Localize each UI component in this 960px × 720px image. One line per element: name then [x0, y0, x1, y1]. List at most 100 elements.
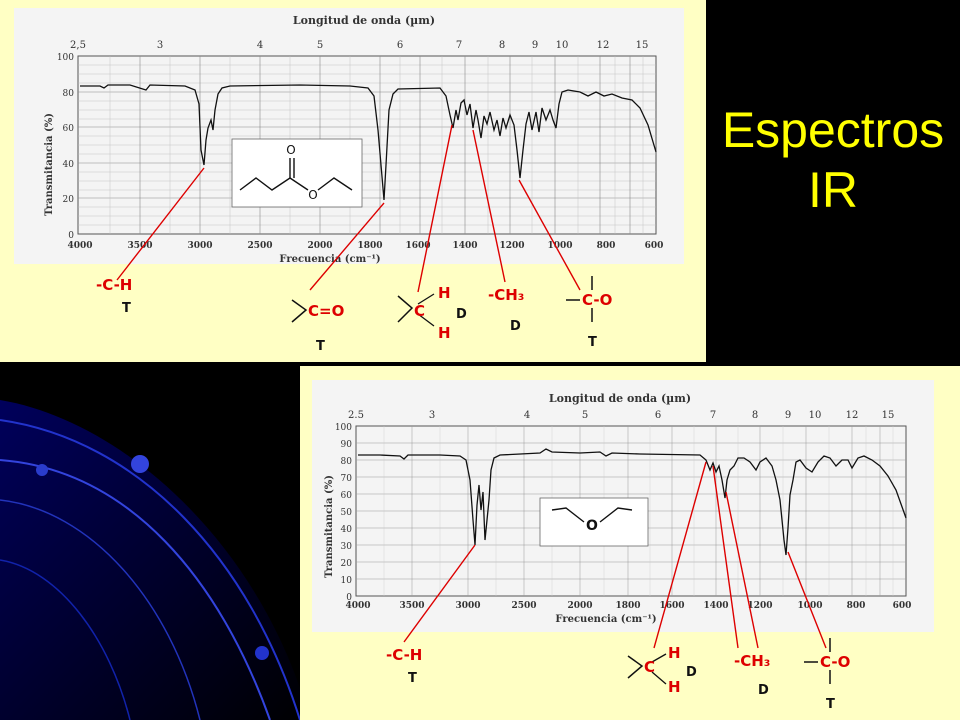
label-ch2-h2: H: [668, 678, 681, 696]
label-ch2-strength: D: [456, 307, 467, 322]
wl-tick: 4: [524, 410, 530, 421]
label-ch2-c: C: [414, 302, 425, 320]
wl-tick: 6: [397, 40, 403, 51]
label-ch3: -CH₃: [488, 286, 524, 304]
y-tick: 80: [63, 89, 75, 99]
label-ch3-strength: D: [510, 319, 521, 334]
dot: [255, 646, 269, 660]
freq-tick: 1200: [747, 601, 772, 611]
top-grid: [77, 55, 657, 235]
wl-tick: 9: [532, 40, 538, 51]
wl-tick: 10: [809, 410, 822, 421]
bottom-spectrum-trace: [358, 448, 907, 556]
label-carbonyl: C=O: [308, 302, 344, 320]
top-molecule-atom: O: [286, 143, 295, 157]
top-molecule-atom: O: [308, 188, 317, 202]
wl-tick: 15: [636, 40, 649, 51]
top-molecule-structure: [239, 158, 353, 191]
top-wavelength-header: Longitud de onda (µm): [293, 14, 435, 27]
bottom-x-label: Frecuencia (cm⁻¹): [555, 614, 656, 625]
y-tick: 10: [341, 576, 353, 586]
wl-tick: 12: [846, 410, 859, 421]
freq-tick: 1200: [499, 241, 524, 251]
label-ch2-h1: H: [668, 644, 681, 662]
top-annotation-lines: [116, 124, 581, 293]
freq-tick: 4000: [67, 241, 92, 251]
wl-tick: 5: [317, 40, 323, 51]
freq-tick: 800: [597, 241, 616, 251]
bottom-group-labels: -C-H T H C H D -CH₃ D C-O T: [386, 638, 850, 712]
top-x-label: Frecuencia (cm⁻¹): [279, 254, 380, 265]
y-tick: 100: [57, 53, 74, 63]
freq-tick: 3000: [455, 601, 480, 611]
arc-line: [0, 559, 131, 720]
top-freq-ticks: 4000 3500 3000 2500 2000 1800 1600 1400 …: [67, 241, 663, 251]
wl-tick: 3: [429, 410, 435, 421]
label-ch3: -CH₃: [734, 652, 770, 670]
freq-tick: 3000: [187, 241, 212, 251]
arc-line: [0, 419, 301, 720]
dot: [36, 464, 48, 476]
label-co-strength: T: [588, 335, 597, 350]
label-ch-strength: T: [122, 301, 131, 316]
wl-tick: 6: [655, 410, 661, 421]
freq-tick: 600: [645, 241, 664, 251]
bottom-wavelength-ticks: 2.5 3 4 5 6 7 8 9 10 12 15: [348, 410, 894, 421]
freq-tick: 1600: [405, 241, 430, 251]
y-tick: 20: [63, 195, 75, 205]
top-group-labels: -C-H T C=O T H C H D -CH₃ D C-O T: [96, 276, 612, 354]
y-tick: 40: [63, 160, 75, 170]
top-wavelength-ticks: 2,5 3 4 5 6 7 8 9 10 12 15: [70, 40, 648, 51]
freq-tick: 4000: [345, 601, 370, 611]
title-line-2: IR: [808, 162, 858, 218]
label-ch2-h2: H: [438, 324, 451, 342]
freq-tick: 1400: [452, 241, 477, 251]
y-tick: 60: [341, 491, 353, 501]
freq-tick: 2500: [511, 601, 536, 611]
y-tick: 90: [341, 440, 353, 450]
label-carbonyl-strength: T: [316, 339, 325, 354]
wl-tick: 8: [499, 40, 505, 51]
freq-tick: 1600: [659, 601, 684, 611]
label-co-strength: T: [826, 697, 835, 712]
background-decoration: [0, 360, 310, 720]
dot: [131, 455, 149, 473]
bottom-wavelength-header: Longitud de onda (µm): [549, 392, 691, 405]
y-tick: 80: [341, 457, 353, 467]
wl-tick: 7: [456, 40, 462, 51]
freq-tick: 3500: [399, 601, 424, 611]
y-tick: 30: [341, 542, 353, 552]
bottom-molecule-structure: [551, 507, 633, 523]
arc-line: [0, 499, 201, 720]
slide-title: Espectros IR: [706, 100, 960, 220]
y-tick: 20: [341, 559, 353, 569]
y-tick: 50: [341, 508, 353, 518]
y-tick: 60: [63, 124, 75, 134]
wl-tick: 12: [597, 40, 610, 51]
wl-tick: 9: [785, 410, 791, 421]
bottom-molecule-box: [539, 497, 649, 547]
label-ch: -C-H: [96, 276, 132, 294]
title-line-1: Espectros: [721, 102, 945, 158]
top-spectrum: Longitud de onda (µm) 2,5 3 4 5 6 7 8 9 …: [44, 14, 663, 354]
wl-tick: 8: [752, 410, 758, 421]
freq-tick: 2500: [247, 241, 272, 251]
arc-line: [0, 459, 271, 720]
freq-tick: 800: [847, 601, 866, 611]
top-spectrum-trace: [80, 84, 657, 201]
y-tick: 0: [68, 231, 74, 241]
freq-tick: 2000: [567, 601, 592, 611]
top-molecule-box: [231, 138, 363, 208]
label-ch3-strength: D: [758, 683, 769, 698]
wl-tick: 4: [257, 40, 263, 51]
y-tick: 0: [346, 593, 352, 603]
freq-tick: 3500: [127, 241, 152, 251]
label-ch2-c: C: [644, 658, 655, 676]
freq-tick: 2000: [307, 241, 332, 251]
label-ch2-strength: D: [686, 665, 697, 680]
label-co: C-O: [582, 291, 612, 309]
wl-tick: 5: [582, 410, 588, 421]
bottom-spectrum: Longitud de onda (µm) 2.5 3 4 5 6 7 8 9 …: [324, 392, 911, 712]
label-co: C-O: [820, 653, 850, 671]
